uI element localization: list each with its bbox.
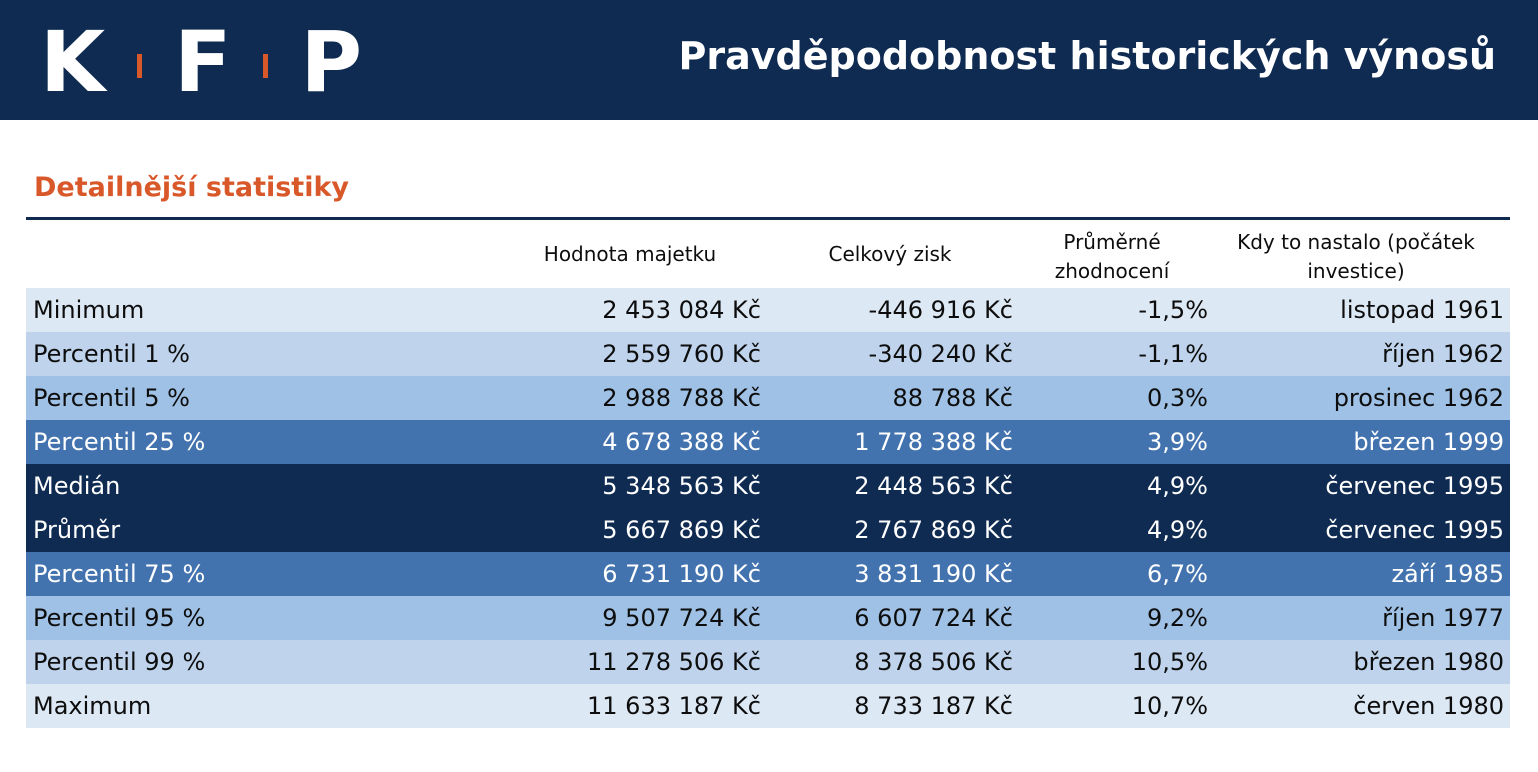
cell-value: 5 348 563 Kč xyxy=(602,472,761,500)
table-row: Percentil 75 % 6 731 190 Kč 3 831 190 Kč… xyxy=(26,552,1510,596)
table-row: Percentil 95 % 9 507 724 Kč 6 607 724 Kč… xyxy=(26,596,1510,640)
header-bar: K F P Pravděpodobnost historických výnos… xyxy=(0,0,1538,120)
cell-average: -1,5% xyxy=(1138,296,1208,324)
cell-profit: 6 607 724 Kč xyxy=(854,604,1013,632)
table-row: Percentil 99 % 11 278 506 Kč 8 378 506 K… xyxy=(26,640,1510,684)
cell-profit: 1 778 388 Kč xyxy=(854,428,1013,456)
cell-average: 0,3% xyxy=(1147,384,1208,412)
logo-separator xyxy=(137,54,143,78)
cell-profit: 2 448 563 Kč xyxy=(854,472,1013,500)
cell-profit: 88 788 Kč xyxy=(892,384,1013,412)
table-row: Medián 5 348 563 Kč 2 448 563 Kč 4,9% če… xyxy=(26,464,1510,508)
cell-value: 2 453 084 Kč xyxy=(602,296,761,324)
column-header-profit: Celkový zisk xyxy=(766,240,1014,269)
cell-profit: -340 240 Kč xyxy=(868,340,1013,368)
kfp-logo: K F P xyxy=(40,13,363,111)
logo-letter-k: K xyxy=(40,13,106,111)
cell-when: červenec 1995 xyxy=(1325,472,1504,500)
cell-value: 6 731 190 Kč xyxy=(602,560,761,588)
cell-profit: 2 767 869 Kč xyxy=(854,516,1013,544)
cell-average: -1,1% xyxy=(1138,340,1208,368)
logo-letter-f: F xyxy=(174,13,232,111)
column-header-average: Průměrné zhodnocení xyxy=(1012,228,1212,286)
column-header-line: Kdy to nastalo (počátek xyxy=(1237,230,1475,254)
table-row: Maximum 11 633 187 Kč 8 733 187 Kč 10,7%… xyxy=(26,684,1510,728)
table-row: Průměr 5 667 869 Kč 2 767 869 Kč 4,9% če… xyxy=(26,508,1510,552)
cell-when: říjen 1962 xyxy=(1382,340,1504,368)
page-title: Pravděpodobnost historických výnosů xyxy=(678,34,1496,78)
row-label: Minimum xyxy=(33,296,145,324)
cell-when: listopad 1961 xyxy=(1340,296,1504,324)
cell-value: 4 678 388 Kč xyxy=(602,428,761,456)
table-row: Percentil 5 % 2 988 788 Kč 88 788 Kč 0,3… xyxy=(26,376,1510,420)
section-divider xyxy=(26,217,1510,220)
row-label: Percentil 1 % xyxy=(33,340,190,368)
row-label: Průměr xyxy=(33,516,121,544)
row-label: Maximum xyxy=(33,692,152,720)
cell-average: 3,9% xyxy=(1147,428,1208,456)
column-header-when: Kdy to nastalo (počátek investice) xyxy=(1206,228,1506,286)
cell-profit: 8 378 506 Kč xyxy=(854,648,1013,676)
cell-when: březen 1980 xyxy=(1353,648,1504,676)
column-header-line: zhodnocení xyxy=(1054,259,1170,283)
cell-when: červenec 1995 xyxy=(1325,516,1504,544)
cell-when: červen 1980 xyxy=(1353,692,1504,720)
column-header-line: investice) xyxy=(1307,259,1405,283)
cell-average: 4,9% xyxy=(1147,472,1208,500)
table-row: Minimum 2 453 084 Kč -446 916 Kč -1,5% l… xyxy=(26,288,1510,332)
column-header-value: Hodnota majetku xyxy=(500,240,760,269)
logo-letter-p: P xyxy=(300,13,363,111)
cell-value: 5 667 869 Kč xyxy=(602,516,761,544)
row-label: Percentil 95 % xyxy=(33,604,206,632)
cell-average: 9,2% xyxy=(1147,604,1208,632)
cell-value: 11 633 187 Kč xyxy=(587,692,761,720)
cell-value: 2 559 760 Kč xyxy=(602,340,761,368)
section-title: Detailnější statistiky xyxy=(34,172,350,203)
row-label: Percentil 25 % xyxy=(33,428,206,456)
logo-separator xyxy=(263,54,269,78)
row-label: Percentil 75 % xyxy=(33,560,206,588)
cell-average: 6,7% xyxy=(1147,560,1208,588)
column-header-line: Celkový zisk xyxy=(828,242,952,266)
table-row: Percentil 25 % 4 678 388 Kč 1 778 388 Kč… xyxy=(26,420,1510,464)
cell-profit: 3 831 190 Kč xyxy=(854,560,1013,588)
table-header: Hodnota majetku Celkový zisk Průměrné zh… xyxy=(26,222,1510,288)
cell-average: 10,5% xyxy=(1131,648,1208,676)
cell-when: říjen 1977 xyxy=(1382,604,1504,632)
row-label: Medián xyxy=(33,472,121,500)
cell-average: 10,7% xyxy=(1131,692,1208,720)
statistics-table: Hodnota majetku Celkový zisk Průměrné zh… xyxy=(26,222,1510,728)
cell-profit: -446 916 Kč xyxy=(868,296,1013,324)
cell-value: 11 278 506 Kč xyxy=(587,648,761,676)
row-label: Percentil 5 % xyxy=(33,384,190,412)
cell-when: prosinec 1962 xyxy=(1333,384,1504,412)
cell-when: březen 1999 xyxy=(1353,428,1504,456)
column-header-line: Hodnota majetku xyxy=(543,242,717,266)
cell-value: 9 507 724 Kč xyxy=(602,604,761,632)
cell-when: září 1985 xyxy=(1391,560,1504,588)
cell-value: 2 988 788 Kč xyxy=(602,384,761,412)
row-label: Percentil 99 % xyxy=(33,648,206,676)
column-header-line: Průměrné xyxy=(1063,230,1161,254)
cell-average: 4,9% xyxy=(1147,516,1208,544)
table-row: Percentil 1 % 2 559 760 Kč -340 240 Kč -… xyxy=(26,332,1510,376)
cell-profit: 8 733 187 Kč xyxy=(854,692,1013,720)
